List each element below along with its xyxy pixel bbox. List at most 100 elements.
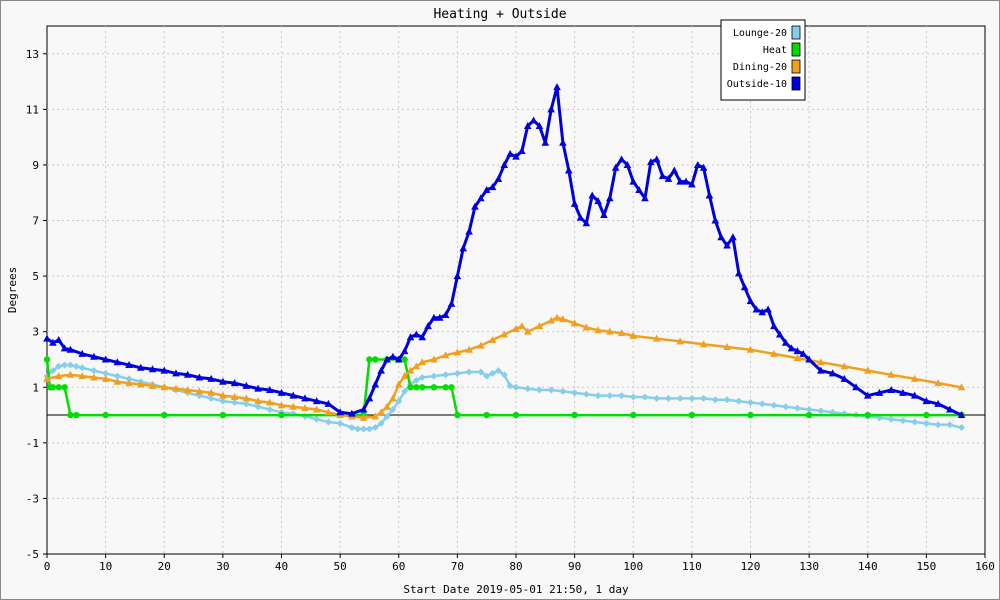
data-point: [183, 370, 192, 378]
data-point: [934, 379, 942, 387]
data-point: [477, 368, 485, 376]
data-point: [518, 322, 526, 330]
data-point: [242, 381, 251, 389]
data-point: [430, 372, 438, 380]
data-point: [477, 194, 485, 202]
data-point: [459, 244, 468, 252]
data-point: [448, 384, 455, 391]
data-point: [934, 399, 942, 407]
data-point: [752, 305, 761, 313]
data-point: [688, 394, 696, 402]
x-tick-label: 140: [858, 560, 878, 573]
data-point: [699, 163, 708, 171]
data-point: [383, 355, 391, 363]
data-point: [54, 336, 63, 344]
data-point: [207, 374, 215, 382]
data-point: [793, 354, 802, 362]
x-axis-label: Start Date 2019-05-01 21:50, 1 day: [403, 583, 629, 596]
data-point: [564, 166, 573, 174]
data-point: [664, 394, 672, 402]
data-point: [922, 397, 931, 405]
chart-title: Heating + Outside: [433, 7, 566, 22]
data-point: [289, 391, 298, 399]
data-point: [125, 375, 133, 383]
series-outside-10: [43, 83, 966, 419]
data-point: [313, 415, 321, 423]
data-point: [365, 425, 373, 433]
data-point: [483, 372, 491, 380]
data-point: [413, 384, 420, 391]
data-point: [406, 333, 415, 341]
data-point: [55, 362, 63, 370]
data-point: [635, 185, 643, 193]
data-point: [734, 269, 743, 277]
data-point: [418, 333, 426, 341]
data-point: [559, 138, 567, 146]
data-point: [641, 393, 649, 401]
data-point: [512, 324, 520, 332]
data-point: [482, 185, 491, 193]
data-point: [441, 351, 450, 359]
data-point: [570, 319, 579, 327]
data-point: [488, 183, 497, 191]
data-point: [254, 384, 262, 392]
data-point: [78, 349, 86, 357]
data-point: [465, 227, 473, 235]
data-point: [195, 373, 204, 381]
data-point: [799, 349, 808, 357]
x-tick-label: 130: [799, 560, 819, 573]
data-point: [494, 367, 502, 375]
data-point: [652, 155, 661, 163]
data-point: [512, 383, 520, 391]
y-tick-label: 5: [32, 270, 39, 283]
data-point: [354, 425, 362, 433]
x-tick-label: 90: [568, 560, 581, 573]
data-point: [588, 191, 597, 199]
data-point: [910, 391, 919, 399]
data-point: [729, 233, 737, 241]
data-point: [852, 383, 860, 391]
data-point: [805, 405, 813, 413]
legend-label: Lounge-20: [733, 28, 787, 39]
data-point: [365, 394, 374, 402]
data-point: [688, 180, 696, 188]
data-point: [875, 388, 884, 396]
data-point: [230, 379, 239, 387]
data-point: [735, 397, 743, 405]
data-point: [664, 174, 673, 182]
data-point: [324, 418, 332, 426]
data-point: [524, 385, 532, 393]
data-point: [49, 384, 57, 391]
data-point: [113, 358, 122, 366]
data-point: [547, 105, 555, 113]
data-point: [923, 411, 930, 419]
y-tick-label: 1: [32, 381, 39, 394]
data-point: [301, 394, 309, 402]
y-tick-label: 13: [26, 48, 39, 61]
data-point: [600, 210, 608, 218]
data-point: [160, 383, 169, 391]
legend-label: Heat: [763, 45, 787, 56]
data-point: [910, 374, 919, 382]
x-tick-label: 70: [451, 560, 464, 573]
data-point: [49, 338, 57, 346]
data-point: [957, 383, 966, 391]
data-point: [582, 390, 590, 398]
data-point: [172, 369, 180, 377]
data-point: [676, 394, 684, 402]
x-tick-label: 150: [916, 560, 936, 573]
data-point: [523, 327, 532, 335]
data-point: [61, 384, 68, 391]
y-tick-label: -5: [26, 548, 39, 561]
series-lines: [43, 83, 966, 433]
data-point: [630, 411, 637, 419]
data-point: [465, 368, 473, 376]
data-point: [453, 272, 462, 280]
data-point: [401, 387, 409, 395]
x-tick-label: 30: [216, 560, 229, 573]
data-point: [512, 152, 520, 160]
data-point: [747, 411, 754, 419]
data-point: [289, 402, 298, 410]
data-point: [383, 402, 391, 410]
